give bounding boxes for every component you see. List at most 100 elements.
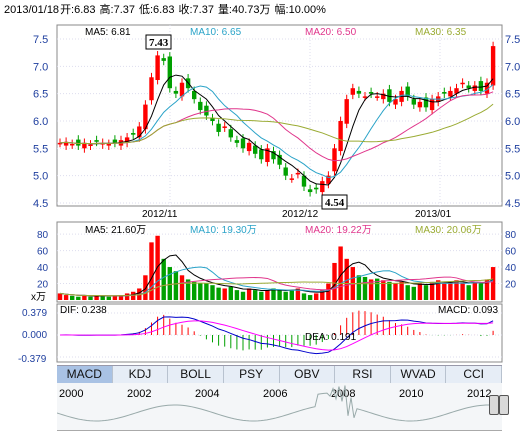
macd-y-bottom: -0.379 [18,354,47,365]
volume-bar [478,283,484,300]
timeline-navigator[interactable]: 2000 2002 2004 2006 2008 2010 2012 [56,383,502,431]
volume-bar [149,242,154,300]
vol-y-tick-left: 40 [37,263,49,274]
candle [228,129,233,138]
volume-bar [94,295,99,300]
tab-cci[interactable]: CCI [446,366,502,383]
vol-ma5-label: MA5: 21.60万 [85,225,146,236]
candle [442,92,447,94]
volume-bar [161,258,166,300]
tab-rsi[interactable]: RSI [335,366,391,383]
tab-obv[interactable]: OBV [280,366,336,383]
macd-panel [56,303,503,363]
candle [307,189,313,193]
tab-boll[interactable]: BOLL [168,366,224,383]
candle [423,97,429,108]
candle [393,99,398,105]
volume-bar [454,280,459,300]
price-y-tick-left: 5.0 [33,171,48,183]
candle [88,144,93,147]
volume-bar [381,280,386,300]
quote-volume: 量:40.73万 [217,4,271,16]
candle [149,77,154,101]
volume-bar [143,275,148,300]
volume-bar [423,285,429,300]
price-y-tick-right: 6.5 [505,89,520,101]
candle [332,148,337,172]
candle [216,123,221,132]
candle [472,85,477,91]
volume-bar [466,285,471,300]
volume-bar [375,278,380,300]
candle [338,121,343,152]
volume-bar [198,283,203,300]
volume-bar [460,283,465,300]
vol-unit: x万 [31,292,46,303]
candle [283,167,288,176]
candle [301,175,307,187]
x-tick-jan: 2013/01 [415,209,452,220]
candle [70,143,75,146]
volume-bar [70,295,75,300]
ma10-label: MA10: 6.65 [190,27,242,38]
quote-header: 2013/01/18开:6.83 高:7.37 低:6.83 收:7.37 量:40.7… [0,0,523,20]
volume-bar [259,291,264,300]
candle [326,175,331,184]
candle [277,154,282,165]
candle [265,148,270,162]
volume-bar [307,295,313,300]
volume-bar [490,267,496,300]
vol-y-tick-right: 80 [505,230,517,241]
volume-bar [338,246,343,300]
volume-bar [106,296,111,300]
volume-bar [155,235,160,300]
candle [271,151,276,160]
volume-bar [253,290,258,300]
candle [466,85,471,89]
tab-kdj[interactable]: KDJ [113,366,169,383]
price-y-tick-right: 4.5 [505,198,520,210]
volume-bar [179,275,185,300]
low-marker-box [321,194,348,210]
price-y-tick-right: 5.5 [505,143,520,155]
candle [411,99,416,105]
volume-bar [277,290,282,300]
volume-bar [411,286,416,300]
candle [289,178,294,180]
candle [192,90,197,100]
candle [448,90,453,97]
candle [253,145,258,154]
candle [234,140,240,143]
volume-bar [448,281,453,300]
high-marker: 7.43 [149,37,169,49]
vol-y-tick-left: 80 [37,230,49,241]
volume-bar [283,291,288,300]
vol-y-tick-left: 20 [37,280,49,291]
timeline-overview: 2000 2002 2004 2006 2008 2010 2012 [56,385,502,422]
tab-wvad[interactable]: WVAD [391,366,447,383]
tab-macd[interactable]: MACD [57,366,113,383]
candle [63,141,69,146]
indicator-tabs: MACD KDJ BOLL PSY OBV RSI WVAD CCI [57,365,502,384]
timeline-year: 2004 [195,388,219,400]
tab-psy[interactable]: PSY [224,366,280,383]
candle [57,142,63,145]
volume-bar [167,267,172,300]
x-tick-dec: 2012/12 [282,209,319,220]
volume-bar [82,295,87,300]
quote-high: 高:7.37 [99,4,135,16]
volume-bar [228,286,233,300]
candle [210,118,215,121]
range-handle-left[interactable] [489,395,499,415]
volume-bar [240,291,246,300]
macd-label: MACD: 0.093 [438,305,498,316]
candle [76,139,81,146]
range-handle-right[interactable] [499,395,509,415]
candle [246,142,252,152]
volume-bar [88,296,93,300]
candle [381,93,386,100]
volume-bar [387,281,392,300]
volume-bar [192,281,197,300]
candle [490,46,496,86]
vol-ma10-label: MA10: 19.30万 [190,225,257,236]
